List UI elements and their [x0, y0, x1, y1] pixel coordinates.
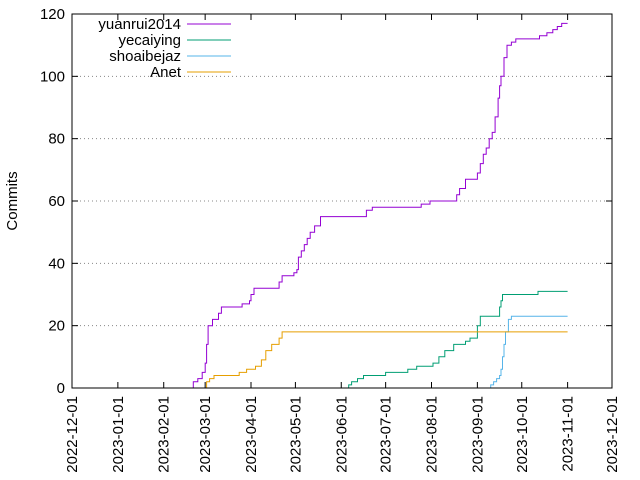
legend-label: yuanrui2014: [98, 16, 181, 33]
x-tick-label: 2023-11-01: [560, 396, 577, 472]
y-axis-label: Commits: [4, 171, 21, 230]
y-axis-ticks: 0 20 40 60 80 100 120: [40, 6, 612, 397]
x-tick-label: 2023-04-01: [243, 396, 260, 473]
series-line-anet: [203, 331, 568, 389]
x-axis-ticks: 2022-12-01 2023-01-01 2023-02-01 2023-03-01…: [64, 14, 621, 473]
x-tick-label: 2023-05-01: [287, 396, 304, 473]
x-tick-label: 2023-03-01: [197, 396, 214, 473]
x-tick-label: 2023-10-01: [514, 396, 531, 473]
legend-label: shoaibejaz: [109, 48, 181, 65]
y-tick-label: 60: [48, 193, 65, 210]
x-tick-label: 2023-08-01: [424, 396, 441, 473]
series-line-shoaibejaz: [487, 315, 568, 389]
x-tick-label: 2023-09-01: [469, 396, 486, 473]
y-tick-label: 80: [48, 131, 65, 148]
y-tick-label: 120: [40, 6, 65, 23]
legend-label: Anet: [150, 64, 182, 81]
legend-label: yecaiying: [118, 32, 181, 49]
x-tick-label: 2023-06-01: [333, 396, 350, 473]
x-tick-label: 2023-01-01: [110, 396, 127, 473]
y-tick-label: 40: [48, 255, 65, 272]
y-tick-label: 0: [57, 380, 65, 397]
series-line-yuanrui2014: [188, 22, 568, 389]
series-line-yecaiying: [347, 290, 568, 389]
x-tick-label: 2023-12-01: [604, 396, 621, 473]
y-tick-label: 100: [40, 68, 65, 85]
x-tick-label: 2023-02-01: [156, 396, 173, 473]
y-tick-label: 20: [48, 318, 65, 335]
series-lines: [188, 22, 568, 389]
x-tick-label: 2022-12-01: [64, 396, 81, 473]
x-tick-label: 2023-07-01: [378, 396, 395, 473]
